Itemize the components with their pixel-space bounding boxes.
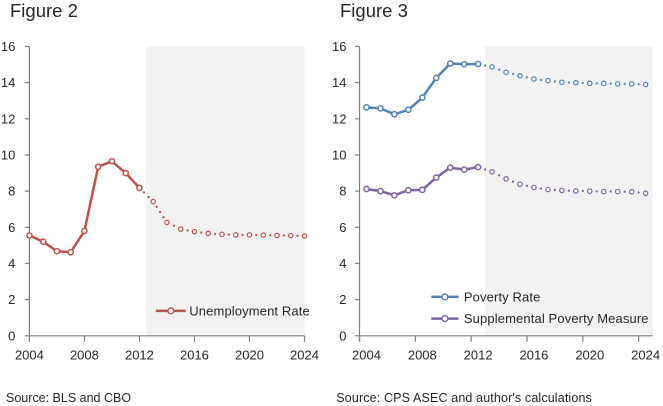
- svg-text:10: 10: [1, 148, 15, 163]
- svg-text:10: 10: [332, 148, 346, 163]
- svg-text:6: 6: [339, 220, 346, 235]
- svg-text:2004: 2004: [352, 347, 381, 362]
- svg-text:2012: 2012: [125, 347, 154, 362]
- svg-text:14: 14: [332, 75, 346, 90]
- svg-text:2: 2: [8, 292, 15, 307]
- svg-text:6: 6: [8, 220, 15, 235]
- svg-text:12: 12: [332, 111, 346, 126]
- svg-text:2008: 2008: [408, 347, 437, 362]
- svg-text:2: 2: [339, 292, 346, 307]
- svg-text:0: 0: [8, 328, 15, 343]
- svg-text:12: 12: [1, 111, 15, 126]
- svg-text:8: 8: [8, 184, 15, 199]
- svg-text:2004: 2004: [15, 347, 44, 362]
- svg-text:2016: 2016: [180, 347, 209, 362]
- svg-text:Supplemental Poverty Measure: Supplemental Poverty Measure: [464, 311, 649, 326]
- svg-text:Unemployment Rate: Unemployment Rate: [189, 304, 310, 319]
- svg-text:2016: 2016: [519, 347, 548, 362]
- svg-text:14: 14: [1, 75, 15, 90]
- svg-text:Source: BLS and CBO: Source: BLS and CBO: [6, 391, 131, 405]
- svg-text:Figure 3: Figure 3: [340, 0, 408, 21]
- svg-text:2024: 2024: [290, 347, 319, 362]
- svg-text:2012: 2012: [464, 347, 493, 362]
- svg-text:2020: 2020: [575, 347, 604, 362]
- svg-text:8: 8: [339, 184, 346, 199]
- svg-text:0: 0: [339, 328, 346, 343]
- svg-text:16: 16: [332, 39, 346, 54]
- svg-text:2008: 2008: [70, 347, 99, 362]
- svg-text:2020: 2020: [235, 347, 264, 362]
- svg-text:2024: 2024: [631, 347, 660, 362]
- svg-text:16: 16: [1, 39, 15, 54]
- svg-text:4: 4: [8, 256, 15, 271]
- svg-text:4: 4: [339, 256, 346, 271]
- svg-text:Figure 2: Figure 2: [10, 0, 78, 21]
- svg-text:Source: CPS ASEC and author's: Source: CPS ASEC and author's calculatio…: [336, 391, 592, 405]
- svg-text:Poverty Rate: Poverty Rate: [464, 290, 541, 305]
